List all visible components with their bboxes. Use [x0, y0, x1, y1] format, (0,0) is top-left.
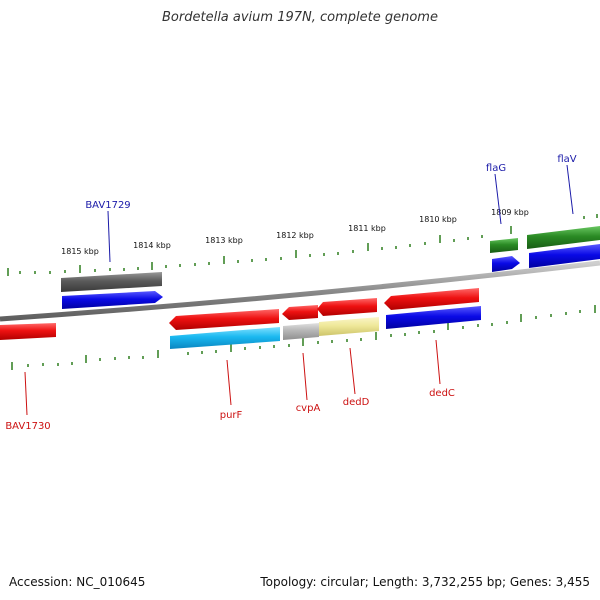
leader-flag — [494, 173, 502, 225]
leader-bav1730 — [24, 371, 28, 416]
feature-dedc-red[interactable] — [384, 288, 479, 310]
feature-cvpa-red[interactable] — [282, 305, 318, 320]
scale-label: 1814 kbp — [133, 241, 171, 250]
genome-backbone — [0, 260, 600, 322]
leader-cvpa — [302, 352, 308, 401]
scale-label: 1810 kbp — [419, 215, 457, 224]
gene-label-flav[interactable]: flaV — [557, 154, 576, 165]
gene-label-cvpa[interactable]: cvpA — [296, 403, 321, 414]
scale-label: 1815 kbp — [61, 247, 99, 256]
accession-text: Accession: NC_010645 — [9, 575, 146, 589]
feature-dedd-yellow[interactable] — [319, 317, 379, 336]
feature-bav1729-blue[interactable] — [62, 291, 163, 309]
feature-dedd-red[interactable] — [317, 298, 377, 316]
scale-label: 1812 kbp — [276, 231, 314, 240]
features-reverse-outer — [0, 288, 479, 340]
feature-green-small[interactable] — [490, 238, 518, 253]
gene-label-flag[interactable]: flaG — [486, 163, 506, 174]
feature-purf-cyan[interactable] — [170, 327, 280, 349]
leader-purf — [226, 359, 232, 406]
feature-bav1729-grey[interactable] — [61, 272, 162, 292]
gene-labels: BAV1729 flaG flaV BAV1730 purF cvpA dedD… — [5, 154, 576, 432]
feature-cvpa-grey[interactable] — [283, 323, 319, 340]
leader-dedd — [349, 347, 356, 395]
scale-label: 1813 kbp — [205, 236, 243, 245]
gene-label-bav1729[interactable]: BAV1729 — [85, 200, 130, 211]
feature-flag-blue[interactable] — [492, 256, 520, 272]
scale-label: 1811 kbp — [348, 224, 386, 233]
feature-green-large[interactable] — [527, 226, 600, 249]
features-forward-inner — [62, 244, 600, 309]
leader-dedc — [435, 339, 441, 385]
outer-scale — [7, 214, 598, 276]
feature-flav-blue[interactable] — [529, 244, 600, 268]
gene-label-dedc[interactable]: dedC — [429, 388, 455, 399]
map-title: Bordetella avium 197N, complete genome — [162, 10, 438, 25]
gene-label-purf[interactable]: purF — [220, 410, 243, 421]
gene-label-dedd[interactable]: dedD — [343, 397, 370, 408]
leader-bav1729 — [107, 210, 111, 263]
feature-bav1730-red[interactable] — [0, 323, 56, 340]
leader-lines — [24, 164, 574, 416]
feature-dedc-blue[interactable] — [386, 306, 481, 329]
features-reverse-inner — [170, 306, 481, 349]
gene-label-bav1730[interactable]: BAV1730 — [5, 421, 50, 432]
scale-label: 1809 kbp — [491, 208, 529, 217]
feature-purf-red[interactable] — [169, 309, 279, 330]
topology-text: Topology: circular; Length: 3,732,255 bp… — [260, 575, 590, 589]
inner-scale — [11, 305, 596, 370]
scale-labels: 1815 kbp 1814 kbp 1813 kbp 1812 kbp 1811… — [61, 208, 529, 256]
leader-flav — [566, 164, 574, 215]
features-forward-outer — [61, 226, 600, 292]
